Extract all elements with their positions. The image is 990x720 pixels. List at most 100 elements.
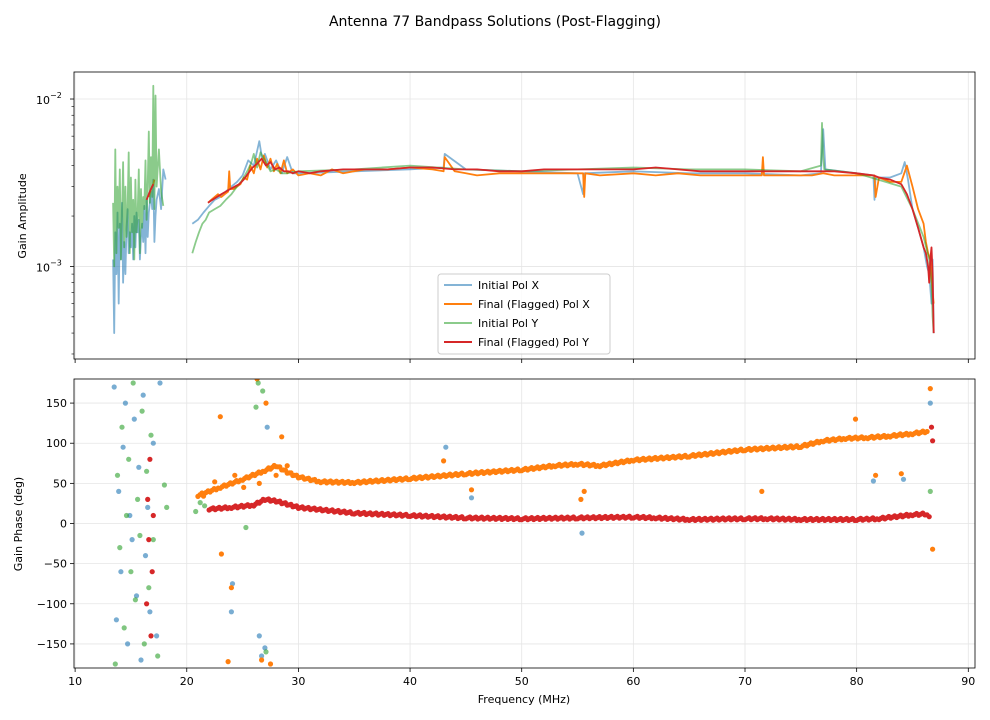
phase-point-0: [125, 641, 131, 647]
amplitude-y-tick-label: 10: [36, 94, 50, 107]
amplitude-y-tick-label: 10: [36, 261, 50, 274]
phase-point-2: [112, 661, 118, 667]
phase-trend-point-1: [924, 428, 930, 435]
phase-point-0: [262, 645, 268, 651]
phase-series-group-2: [112, 380, 933, 667]
phase-point-2: [119, 424, 125, 430]
phase-point-0: [870, 478, 877, 484]
phase-point-2: [114, 472, 121, 478]
legend-label-initial-pol-x: Initial Pol X: [478, 279, 539, 292]
phase-y-tick-label: 50: [53, 477, 67, 490]
phase-point-2: [117, 545, 123, 551]
phase-trend-point-3: [926, 514, 932, 520]
phase-point-0: [138, 657, 144, 663]
phase-point-1: [256, 480, 262, 486]
phase-point-2: [197, 500, 203, 506]
phase-x-tick-label: 90: [961, 675, 975, 688]
phase-point-2: [255, 380, 261, 386]
phase-point-2: [193, 508, 199, 515]
phase-point-2: [139, 408, 145, 414]
phase-point-1: [759, 488, 765, 494]
phase-point-0: [129, 537, 135, 543]
phase-point-0: [136, 464, 142, 470]
phase-x-tick-label: 10: [68, 675, 82, 688]
phase-point-1: [228, 585, 234, 591]
phase-point-1: [212, 479, 218, 485]
phase-point-1: [200, 493, 207, 499]
phase-y-tick-label: 150: [46, 397, 67, 410]
amplitude-line-3: [145, 157, 935, 334]
phase-point-0: [133, 593, 140, 599]
legend-label-initial-pol-y: Initial Pol Y: [478, 317, 538, 330]
phase-point-0: [147, 609, 153, 615]
phase-point-2: [148, 432, 154, 438]
amplitude-series: [112, 84, 935, 334]
phase-point-0: [150, 440, 156, 446]
phase-point-1: [259, 657, 265, 663]
phase-point-2: [253, 404, 259, 410]
phase-y-tick-label: 100: [46, 437, 67, 450]
phase-x-tick-label: 60: [626, 675, 640, 688]
phase-point-1: [578, 496, 584, 502]
phase-point-0: [122, 400, 128, 406]
phase-point-3: [148, 633, 154, 639]
phase-x-tick-label: 30: [291, 675, 305, 688]
phase-x-tick-label: 20: [180, 675, 194, 688]
legend-label-final-pol-y: Final (Flagged) Pol Y: [478, 336, 589, 349]
phase-point-0: [927, 400, 933, 406]
phase-x-tick-label: 80: [850, 675, 864, 688]
phase-y-axis-label: Gain Phase (deg): [12, 477, 25, 571]
phase-point-1: [225, 659, 231, 665]
phase-x-tick-label: 50: [515, 675, 529, 688]
phase-point-0: [142, 553, 149, 559]
phase-point-1: [441, 458, 447, 464]
phase-point-2: [155, 653, 161, 659]
phase-point-1: [267, 661, 274, 667]
phase-point-2: [135, 496, 141, 502]
phase-point-0: [579, 530, 585, 536]
phase-point-2: [164, 504, 170, 510]
phase-point-0: [900, 476, 907, 482]
phase-point-0: [131, 416, 137, 422]
phase-point-0: [259, 653, 265, 659]
phase-series-group-1: [195, 379, 936, 667]
phase-point-2: [260, 388, 266, 394]
phase-point-0: [256, 633, 262, 639]
phase-point-2: [161, 482, 167, 488]
phase-point-0: [145, 504, 151, 510]
phase-point-2: [141, 641, 147, 647]
phase-point-1: [927, 386, 933, 392]
phase-point-2: [927, 488, 933, 494]
phase-point-1: [581, 488, 587, 494]
phase-x-tick-label: 70: [738, 675, 752, 688]
amplitude-panel: 10−310−2 Gain Amplitude Initial Pol X Fi…: [16, 71, 976, 363]
legend-label-final-pol-x: Final (Flagged) Pol X: [478, 298, 590, 311]
amplitude-y-tick-exponent: −2: [50, 91, 62, 100]
phase-point-3: [146, 537, 152, 543]
phase-x-tick-label: 40: [403, 675, 417, 688]
amplitude-y-axis-label: Gain Amplitude: [16, 173, 29, 258]
phase-point-3: [144, 601, 150, 607]
phase-point-3: [930, 438, 936, 444]
phase-point-3: [147, 456, 153, 462]
phase-point-0: [468, 495, 475, 501]
amplitude-ticks: 10−310−2: [36, 91, 969, 363]
phase-point-2: [130, 380, 136, 386]
phase-point-1: [284, 463, 290, 469]
phase-point-2: [263, 649, 269, 655]
phase-point-0: [228, 609, 234, 615]
phase-y-tick-label: −100: [37, 598, 67, 611]
phase-point-1: [206, 488, 212, 494]
phase-point-3: [150, 512, 156, 519]
phase-panel: 10 20 30 40 50 60 70 80 90 −150 −100 −50 0 50 100 150 G…: [12, 378, 976, 706]
phase-point-2: [146, 585, 152, 591]
phase-point-1: [468, 487, 475, 493]
phase-y-tick-label: −50: [44, 558, 67, 571]
phase-point-0: [154, 633, 160, 639]
legend-box: [437, 273, 611, 355]
phase-series-group-0: [111, 380, 933, 663]
phase-point-0: [264, 424, 270, 430]
phase-point-2: [144, 468, 150, 474]
phase-point-1: [930, 546, 936, 552]
